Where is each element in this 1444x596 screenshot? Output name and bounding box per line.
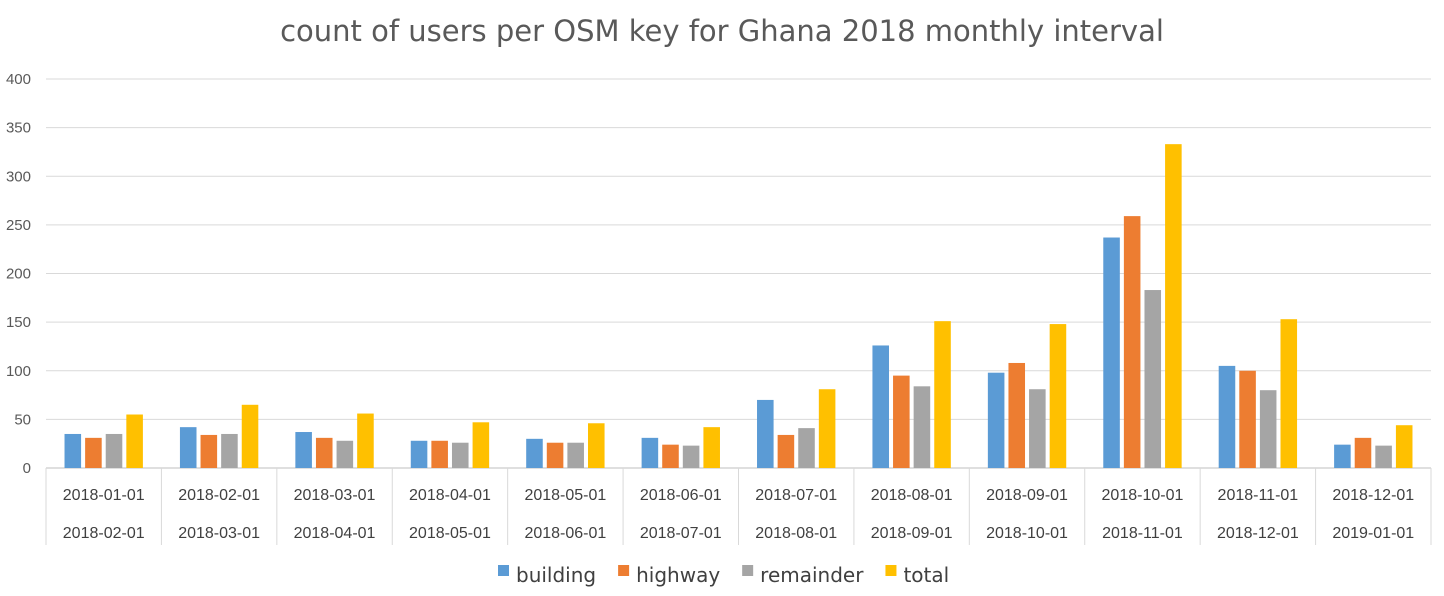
bar-remainder xyxy=(1029,389,1046,468)
legend-swatch-building xyxy=(498,565,509,576)
x-tick-label-start: 2018-07-01 xyxy=(755,487,837,504)
bar-total xyxy=(357,413,374,468)
bar-highway xyxy=(1354,437,1372,468)
x-tick-label-end: 2018-08-01 xyxy=(755,525,837,542)
bar-remainder xyxy=(1259,390,1277,468)
chart-title: count of users per OSM key for Ghana 201… xyxy=(280,14,1164,48)
bar-building xyxy=(987,372,1005,468)
x-tick-label-end: 2018-03-01 xyxy=(178,525,260,542)
bar-building xyxy=(757,399,774,468)
bar-remainder xyxy=(451,442,469,468)
x-tick-label-start: 2018-01-01 xyxy=(63,487,145,504)
bar-total xyxy=(241,404,259,468)
bar-total xyxy=(934,321,951,468)
bar-building xyxy=(1218,365,1236,468)
x-tick-label-start: 2018-06-01 xyxy=(640,487,722,504)
bar-building xyxy=(872,345,890,468)
bar-remainder xyxy=(567,442,584,468)
legend-label-highway: highway xyxy=(636,563,720,587)
bar-highway xyxy=(777,434,795,468)
y-tick-label: 50 xyxy=(14,411,31,428)
bar-building xyxy=(641,437,659,468)
x-tick-label-start: 2018-05-01 xyxy=(524,487,606,504)
y-tick-label: 150 xyxy=(6,314,31,331)
x-tick-label-end: 2018-06-01 xyxy=(524,525,606,542)
bar-highway xyxy=(546,442,564,468)
bar-total xyxy=(472,422,490,468)
x-tick-label-end: 2018-05-01 xyxy=(409,525,491,542)
x-tick-label-start: 2018-03-01 xyxy=(294,487,376,504)
bar-total xyxy=(1049,324,1067,468)
x-tick-label-end: 2018-02-01 xyxy=(63,525,145,542)
x-tick-label-start: 2018-11-01 xyxy=(1218,487,1299,504)
x-tick-label-end: 2018-12-01 xyxy=(1217,525,1299,542)
bar-total xyxy=(587,423,605,468)
bar-highway xyxy=(1123,216,1141,468)
bar-highway xyxy=(85,437,102,468)
x-tick-label-end: 2018-11-01 xyxy=(1102,525,1183,542)
legend-label-building: building xyxy=(516,563,596,587)
x-tick-label-end: 2019-01-01 xyxy=(1332,525,1414,542)
x-tick-label-end: 2018-07-01 xyxy=(640,525,722,542)
y-tick-label: 350 xyxy=(6,120,31,137)
bar-building xyxy=(64,433,82,468)
legend-swatch-remainder xyxy=(742,565,754,576)
x-tick-label-start: 2018-08-01 xyxy=(871,487,953,504)
x-tick-label-end: 2018-10-01 xyxy=(986,525,1068,542)
bar-remainder xyxy=(336,440,354,468)
bar-building xyxy=(410,440,428,468)
bar-highway xyxy=(1008,362,1026,468)
bar-remainder xyxy=(221,433,238,468)
bar-total xyxy=(703,427,720,468)
bar-total xyxy=(818,389,836,468)
bar-remainder xyxy=(1375,445,1392,468)
bar-remainder xyxy=(682,445,700,468)
bar-remainder xyxy=(798,428,815,468)
x-tick-label-end: 2018-09-01 xyxy=(871,525,953,542)
bar-building xyxy=(179,427,197,468)
bar-building xyxy=(526,438,543,468)
bar-total xyxy=(1395,425,1413,468)
bar-highway xyxy=(662,444,679,468)
y-tick-label: 250 xyxy=(6,217,31,234)
bar-remainder xyxy=(913,386,931,468)
y-tick-label: 0 xyxy=(23,460,31,477)
bar-highway xyxy=(1239,370,1256,468)
bar-highway xyxy=(893,375,910,468)
legend-label-total: total xyxy=(903,563,949,587)
bar-remainder xyxy=(105,433,123,468)
bar-total xyxy=(126,414,143,468)
bar-building xyxy=(295,432,312,468)
bar-total xyxy=(1165,144,1182,468)
x-tick-label-start: 2018-09-01 xyxy=(986,487,1068,504)
y-tick-label: 100 xyxy=(6,363,31,380)
y-tick-label: 300 xyxy=(6,168,31,185)
x-tick-label-end: 2018-04-01 xyxy=(294,525,376,542)
y-tick-label: 400 xyxy=(6,71,31,88)
y-tick-label: 200 xyxy=(6,266,31,283)
bar-remainder xyxy=(1144,290,1162,468)
bar-highway xyxy=(315,437,333,468)
bar-highway xyxy=(431,440,448,468)
x-tick-label-start: 2018-04-01 xyxy=(409,487,491,504)
bar-highway xyxy=(200,434,218,468)
legend-label-remainder: remainder xyxy=(760,563,864,587)
x-tick-label-start: 2018-10-01 xyxy=(1102,487,1184,504)
x-tick-label-start: 2018-12-01 xyxy=(1332,487,1414,504)
legend-swatch-highway xyxy=(618,565,630,576)
bar-building xyxy=(1334,444,1351,468)
x-tick-label-start: 2018-02-01 xyxy=(178,487,260,504)
bar-building xyxy=(1103,237,1120,468)
bar-total xyxy=(1280,319,1298,468)
legend-swatch-total xyxy=(885,565,897,576)
